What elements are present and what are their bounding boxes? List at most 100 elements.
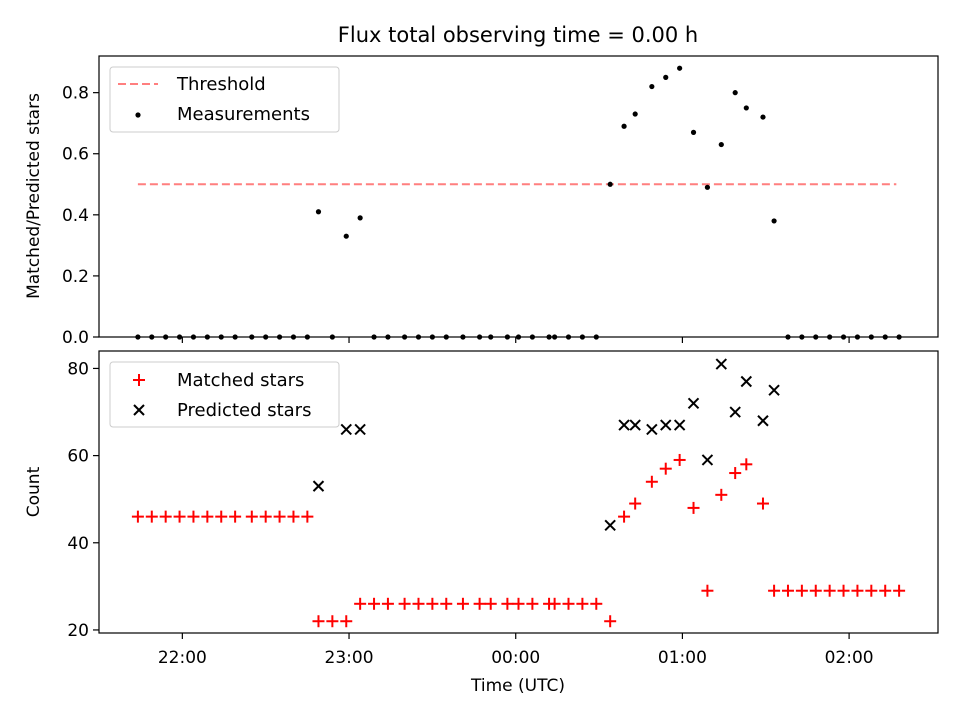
count-axes-frame (98, 350, 939, 634)
predicted-stars-point (729, 406, 741, 418)
figure-title: Flux total observing time = 0.00 h (338, 23, 698, 47)
predicted-stars-point (768, 384, 780, 396)
count-y-axis-label: Count (24, 466, 44, 517)
matched-stars-point (590, 597, 603, 610)
matched-stars-point (501, 597, 514, 610)
count-legend-box (109, 361, 340, 428)
matched-stars-point (893, 584, 906, 597)
matched-stars-point (368, 597, 381, 610)
ratio-axes-frame (98, 55, 939, 338)
matched-stars-point (173, 510, 186, 523)
predicted-stars-point (687, 397, 700, 410)
predicted-stars-point (740, 375, 753, 388)
predicted-stars-point (312, 480, 325, 492)
measurements-point (343, 233, 349, 239)
count-plot-area: 20 40 60 80 (67, 350, 939, 641)
measurements-point (690, 129, 697, 135)
ratio-y-axis-label: Matched/Predicted stars (24, 93, 44, 299)
matched-stars-point (837, 584, 850, 597)
matched-stars-point (340, 615, 353, 628)
ratio-panel: 0.00.20.40.60.8 Matched/Predicted stars … (24, 55, 939, 348)
ratio-legend: Threshold Measurements (109, 66, 340, 133)
matched-stars-point (354, 597, 367, 610)
matched-stars-point (548, 597, 561, 610)
matched-stars-point (687, 501, 700, 514)
count-y-tick-label: 40 (67, 534, 89, 554)
count-y-tick-label: 80 (67, 359, 89, 379)
matched-stars-point (673, 453, 686, 466)
matched-stars-point (879, 584, 892, 597)
measurements-point (621, 123, 627, 129)
matched-stars-point (326, 615, 339, 628)
matched-legend-label: Matched stars (177, 370, 304, 391)
matched-stars-point (729, 467, 742, 480)
matched-stars-point (645, 475, 658, 488)
matched-stars-point (440, 597, 453, 610)
matched-stars-point (756, 497, 769, 510)
matched-stars-point (273, 510, 286, 523)
ratio-y-tick-label: 0.4 (62, 206, 89, 226)
matched-stars-point (412, 597, 425, 610)
matched-stars-point (473, 597, 486, 610)
x-tick-label: 00:00 (491, 648, 540, 668)
predicted-stars-point (646, 423, 658, 436)
matched-stars-point (398, 597, 411, 610)
matched-stars-point (795, 584, 808, 597)
measurements-point (771, 218, 777, 224)
matched-stars-point (201, 510, 214, 523)
matched-stars-point (768, 584, 781, 597)
predicted-legend-marker (133, 404, 145, 416)
predicted-stars-point (618, 419, 630, 431)
matched-stars-point (618, 510, 631, 523)
measurements-point (704, 184, 711, 190)
matched-stars-point (629, 497, 642, 510)
measurements-point (649, 83, 655, 90)
count-legend: Matched stars Predicted stars (109, 361, 340, 428)
matched-stars-point (287, 510, 300, 523)
ratio-y-tick-label: 0.6 (62, 145, 89, 165)
matched-stars-point (456, 597, 469, 610)
matched-stars-point (131, 510, 144, 523)
x-tick-label: 22:00 (158, 648, 207, 668)
predicted-stars-point (629, 419, 641, 431)
measurements-point (760, 114, 766, 120)
count-panel: 20 40 60 80 Count Matched stars Predicted s… (24, 350, 939, 641)
measurements-point (663, 74, 669, 80)
count-y-tick-label: 60 (67, 447, 89, 467)
predicted-stars-point (660, 419, 672, 431)
measurements-point (357, 215, 363, 221)
matched-stars-point (740, 458, 753, 471)
ratio-y-tick-label: 0.0 (62, 328, 89, 348)
predicted-stars-point (354, 423, 366, 436)
matched-stars-point (159, 510, 172, 523)
matched-stars-point (809, 584, 822, 597)
predicted-stars-point (757, 415, 769, 427)
measurements-point (677, 65, 683, 71)
count-y-tick-label: 20 (67, 621, 89, 641)
matched-stars-point (865, 584, 878, 597)
matched-stars-point (187, 510, 200, 523)
matched-stars-point (512, 597, 525, 610)
x-tick-labels: 22:00 23:00 00:00 01:00 02:00 (158, 648, 874, 668)
measurements-point (732, 90, 738, 96)
predicted-stars-point (673, 419, 686, 431)
x-axis-label: Time (UTC) (470, 676, 565, 696)
measurements-point (743, 105, 749, 111)
matched-stars-point (426, 597, 439, 610)
predicted-stars-point (715, 358, 728, 370)
measurements-legend-label: Measurements (177, 104, 310, 125)
predicted-stars-point (340, 423, 352, 436)
matched-stars-point (562, 597, 575, 610)
x-tick-label: 02:00 (825, 648, 874, 668)
matched-stars-point (229, 510, 242, 523)
matched-legend-marker (133, 374, 145, 386)
measurements-point (718, 141, 724, 148)
ratio-plot-area: 0.0 0.2 0.4 0.6 0.8 (62, 55, 939, 348)
ratio-y-tick-label: 0.2 (62, 267, 89, 287)
measurements-legend-marker (135, 112, 141, 118)
predicted-legend-label: Predicted stars (177, 400, 311, 421)
matched-stars-point (781, 584, 794, 597)
matched-stars-point (381, 597, 394, 610)
ratio-legend-box (109, 66, 340, 133)
x-tick-label: 23:00 (325, 648, 374, 668)
